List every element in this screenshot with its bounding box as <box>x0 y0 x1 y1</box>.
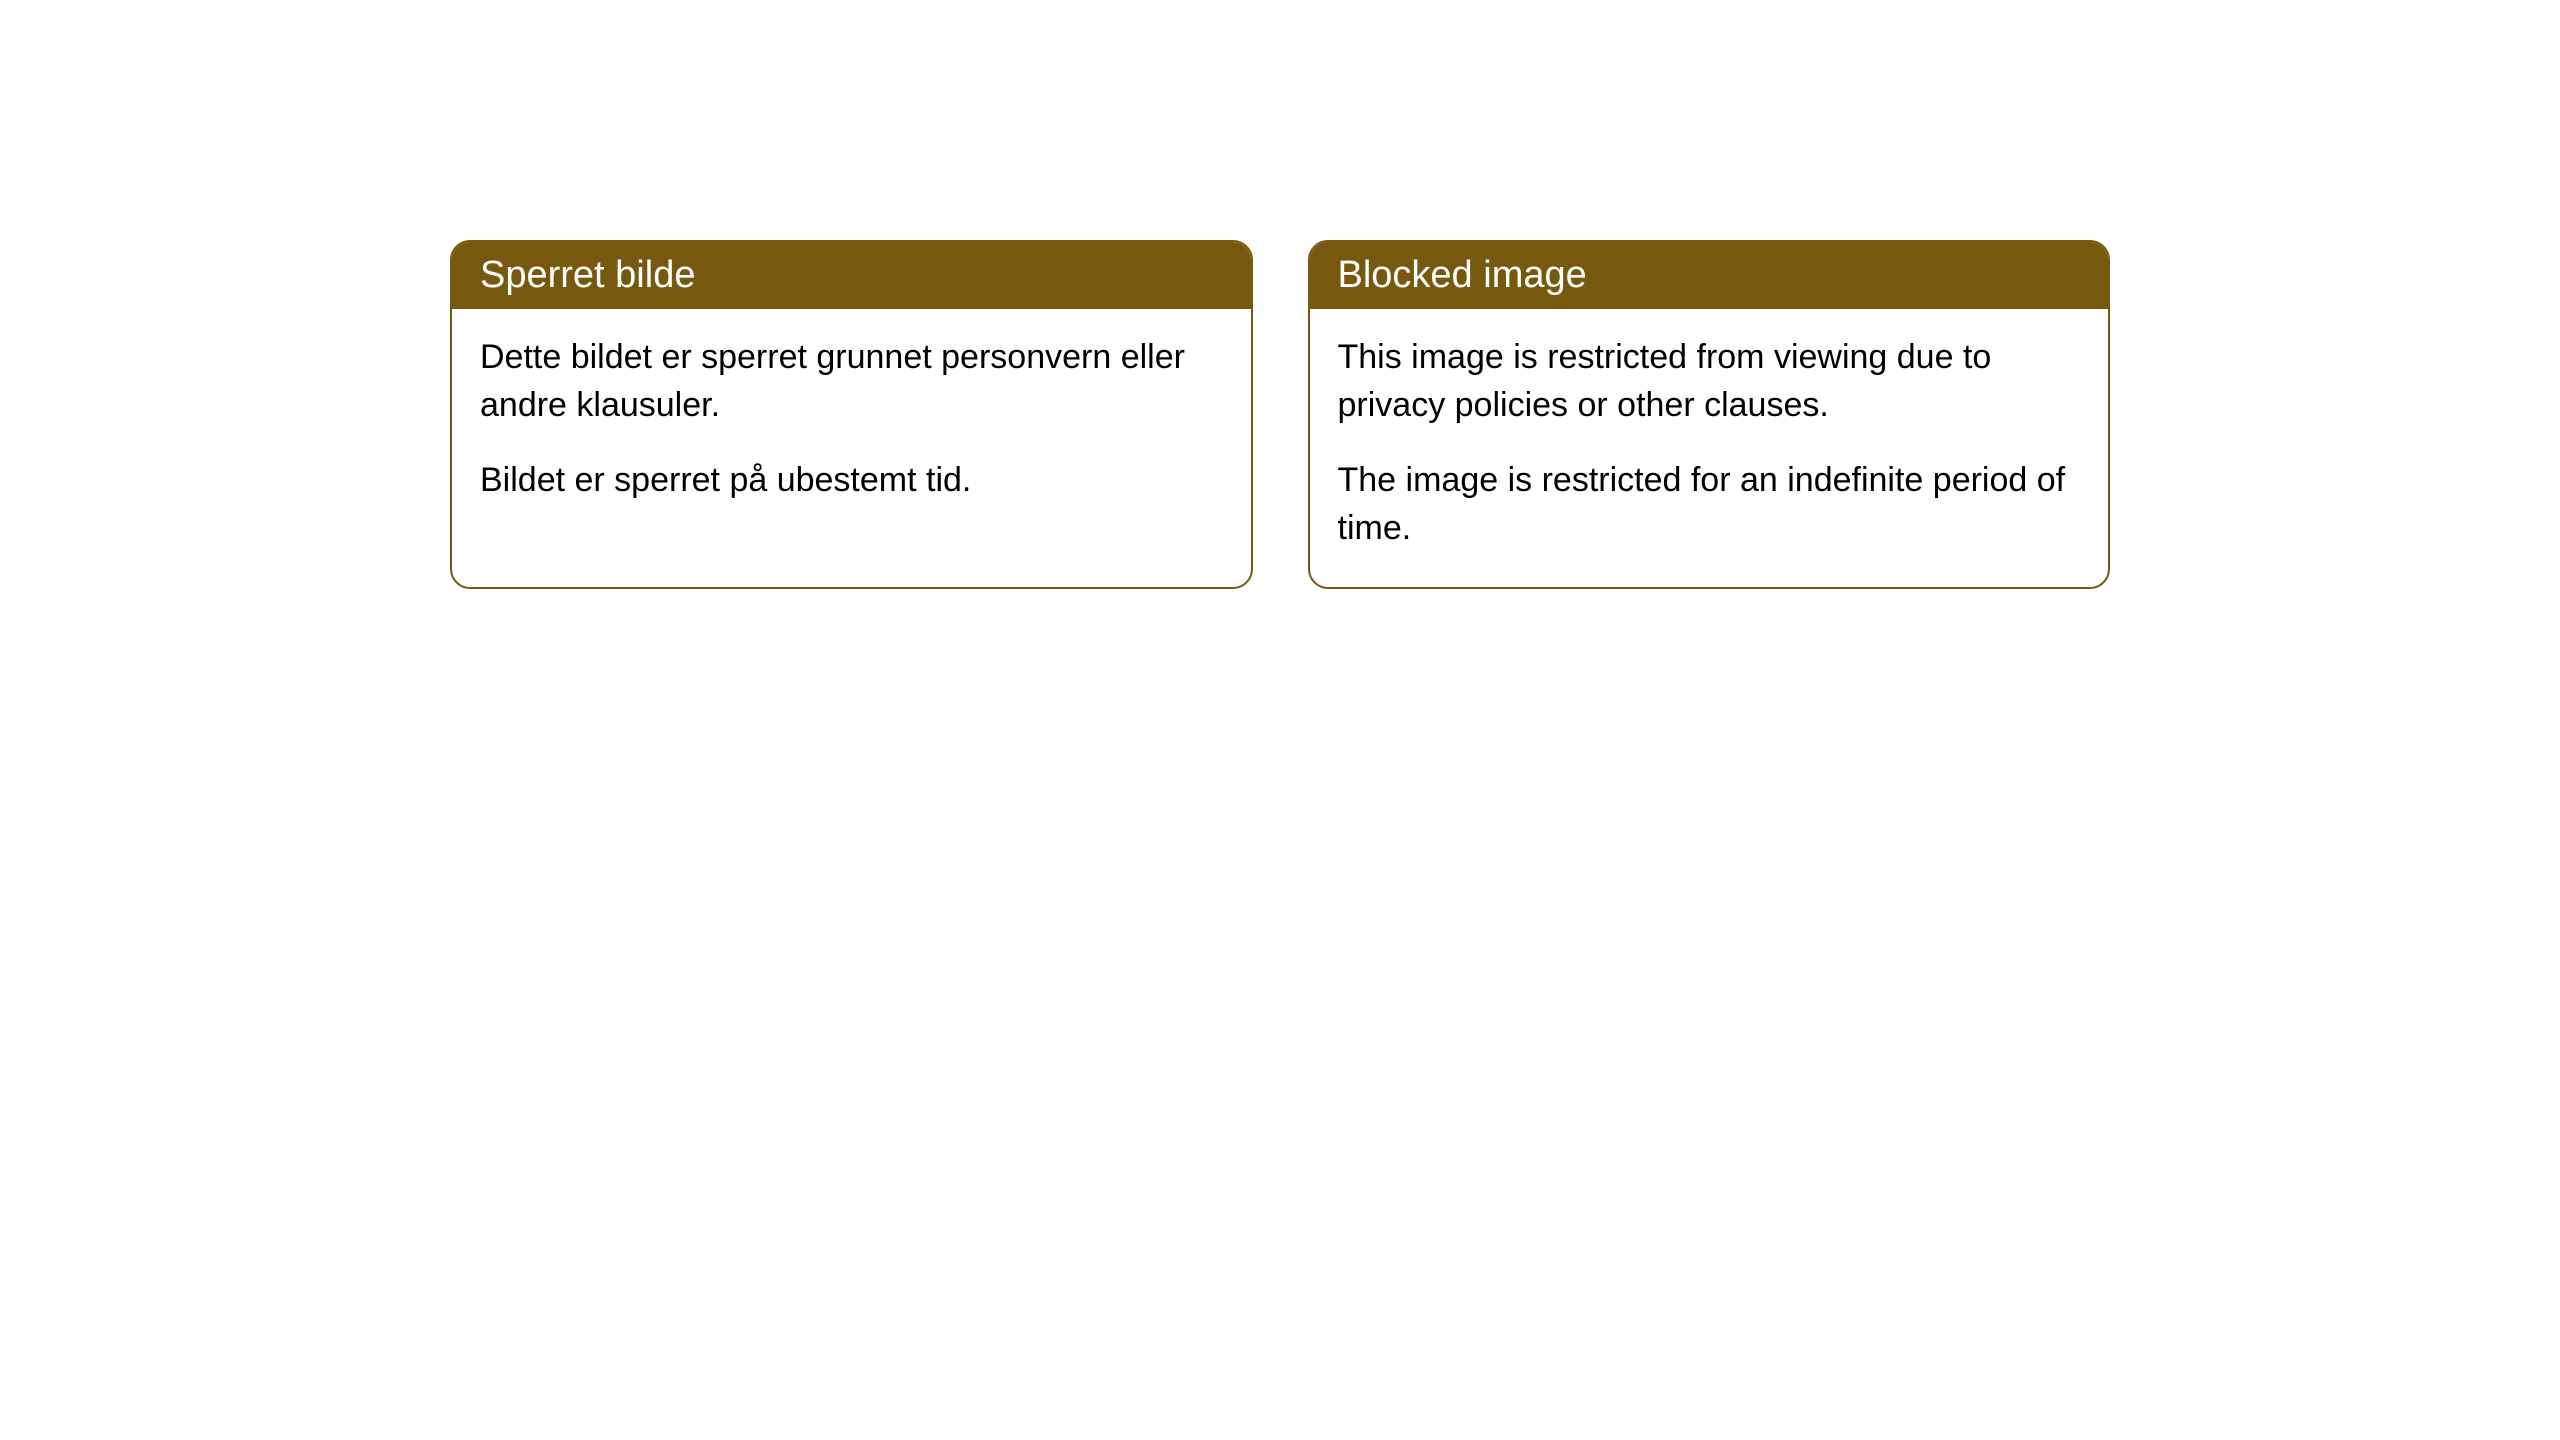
card-english: Blocked image This image is restricted f… <box>1308 240 2111 589</box>
card-paragraph-1-english: This image is restricted from viewing du… <box>1338 334 2081 429</box>
cards-container: Sperret bilde Dette bildet er sperret gr… <box>450 240 2110 589</box>
card-body-norwegian: Dette bildet er sperret grunnet personve… <box>452 309 1251 540</box>
card-title-english: Blocked image <box>1338 254 1587 296</box>
card-paragraph-1-norwegian: Dette bildet er sperret grunnet personve… <box>480 334 1223 429</box>
card-paragraph-2-norwegian: Bildet er sperret på ubestemt tid. <box>480 457 1223 505</box>
card-header-norwegian: Sperret bilde <box>452 242 1251 309</box>
card-paragraph-2-english: The image is restricted for an indefinit… <box>1338 457 2081 552</box>
card-norwegian: Sperret bilde Dette bildet er sperret gr… <box>450 240 1253 589</box>
card-header-english: Blocked image <box>1310 242 2109 309</box>
card-body-english: This image is restricted from viewing du… <box>1310 309 2109 587</box>
card-title-norwegian: Sperret bilde <box>480 254 695 296</box>
